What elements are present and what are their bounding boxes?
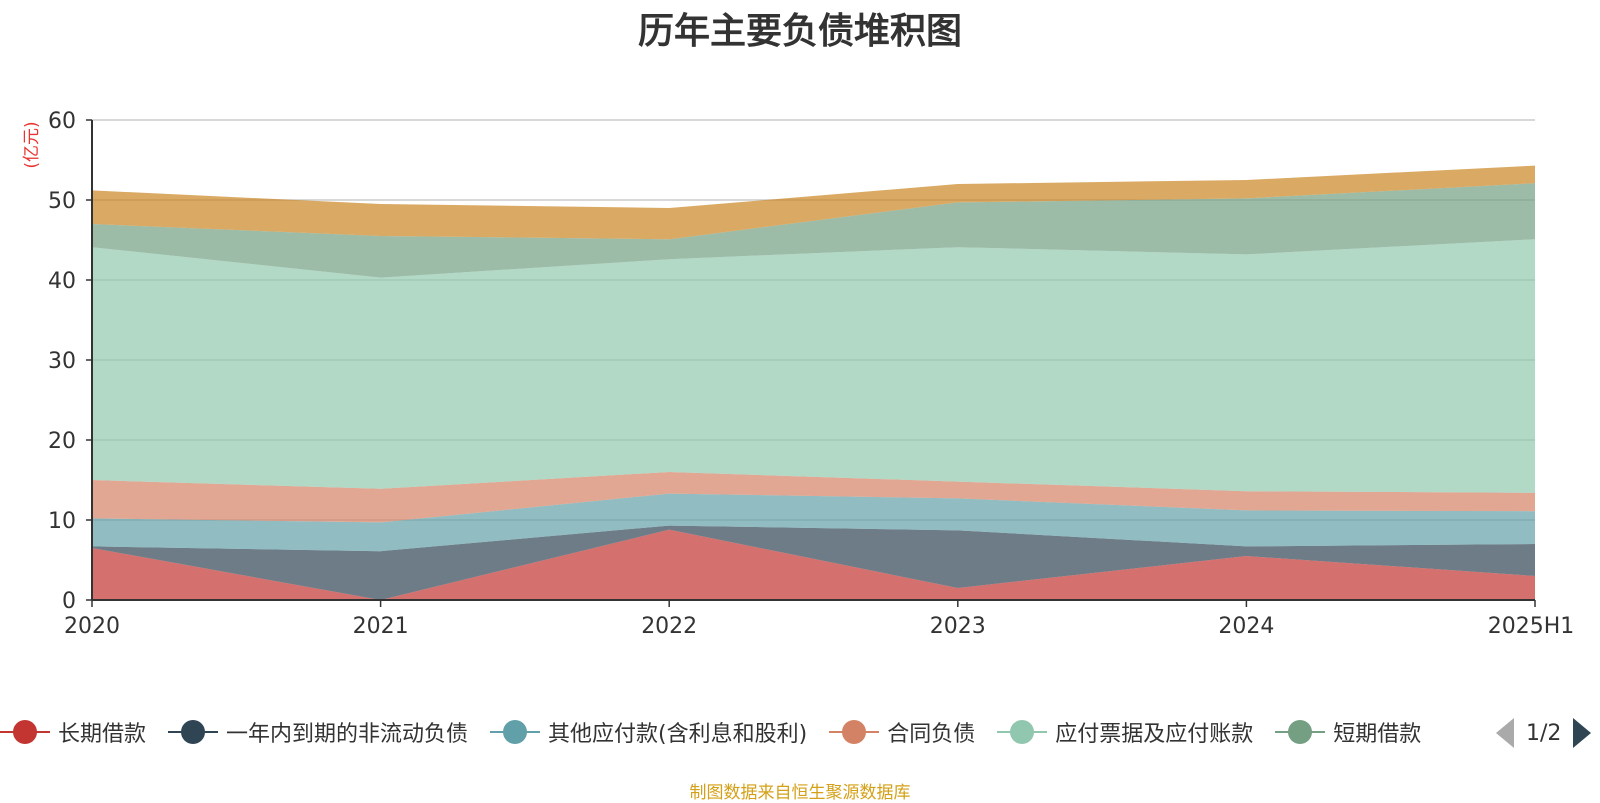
x-tick-label: 2022 [641,614,697,639]
area-合同负债[interactable] [92,472,1535,523]
x-tick-label: 2021 [353,614,409,639]
legend-page-indicator: 1/2 [1526,720,1562,746]
area-一年内到期的非流动负债[interactable] [92,525,1535,600]
legend-swatch-icon [829,719,880,745]
legend-label: 应付票据及应付账款 [1055,722,1254,747]
area-series [92,165,1535,600]
y-tick-label: 30 [48,349,76,374]
legend-swatch-icon [0,719,50,745]
x-tick-label: 2023 [930,614,986,639]
legend-item[interactable]: 长期借款 [0,716,146,748]
y-tick-label: 0 [62,589,76,614]
legend-next-page-button[interactable] [1573,718,1592,748]
legend-label: 一年内到期的非流动负债 [226,722,469,747]
legend-label: 其他应付款(含利息和股利) [548,722,808,747]
area-应付票据及应付账款[interactable] [92,239,1535,493]
y-axis-unit-label: (亿元) [22,121,42,168]
legend-item[interactable]: 一年内到期的非流动负债 [168,716,468,748]
legend-label: 长期借款 [58,722,147,747]
y-tick-label: 20 [48,429,76,454]
x-tick-label: 2024 [1218,614,1274,639]
legend-swatch-icon [168,719,219,745]
x-tick-label: 2020 [64,614,120,639]
legend-prev-page-button[interactable] [1496,718,1514,748]
area-长期借款[interactable] [92,529,1535,600]
legend-item[interactable]: 其他应付款(含利息和股利) [490,716,807,748]
x-tick-label: 2025H1 [1488,614,1575,639]
y-tick-label: 50 [48,189,76,214]
legend-swatch-icon [997,719,1048,745]
legend-pager: 1/2 [1496,716,1592,750]
legend-item[interactable]: 短期借款 [1275,716,1421,748]
legend: 长期借款 一年内到期的非流动负债 其他应付款(含利息和股利) 合同负债 应付票据及应付账… [0,712,1480,752]
legend-label: 合同负债 [887,722,976,747]
y-tick-label: 60 [48,109,76,134]
y-tick-label: 10 [48,509,76,534]
legend-label: 短期借款 [1333,722,1422,747]
chart-title: 历年主要负债堆积图 [637,11,962,52]
area-短期借款[interactable] [92,183,1535,278]
legend-item[interactable]: 合同负债 [829,716,975,748]
axes: 0 10 20 30 40 50 60 2020 2021 2022 2023 2024 2025H1 [48,109,1574,639]
area-series-7[interactable] [92,165,1535,240]
legend-swatch-icon [1275,719,1326,745]
y-tick-label: 40 [48,269,76,294]
data-source-footer: 制图数据来自恒生聚源数据库 [689,783,911,803]
legend-swatch-icon [490,719,541,745]
area-其他应付款(含利息和股利)[interactable] [92,493,1535,552]
legend-item[interactable]: 应付票据及应付账款 [997,716,1253,748]
